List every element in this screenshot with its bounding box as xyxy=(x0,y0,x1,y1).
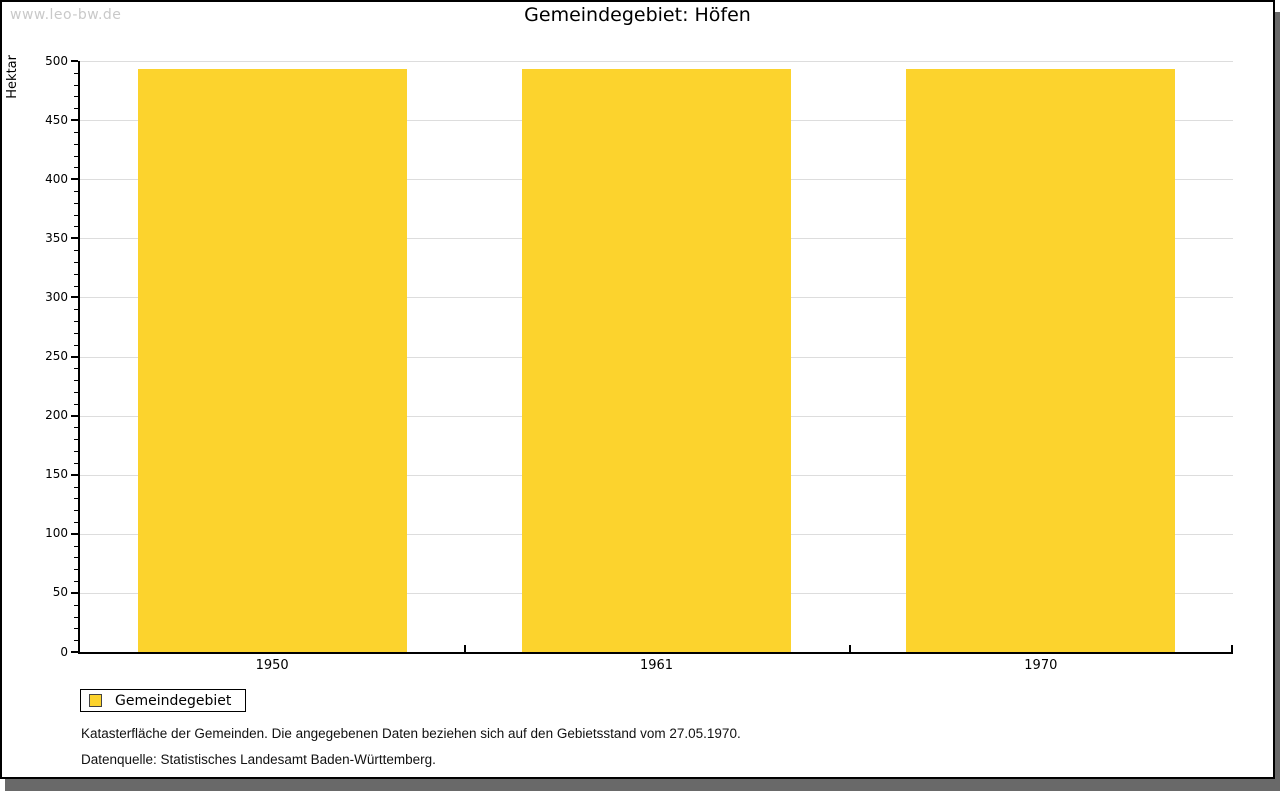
bar xyxy=(522,69,791,652)
x-axis-tick-label: 1961 xyxy=(639,658,674,673)
y-axis-minor-tick xyxy=(74,486,78,488)
gridline xyxy=(80,61,1233,62)
bar xyxy=(137,69,407,652)
y-axis-minor-tick xyxy=(74,191,78,193)
y-axis-minor-tick xyxy=(74,439,78,441)
y-axis-minor-tick xyxy=(74,250,78,252)
y-axis-major-tick xyxy=(71,119,78,122)
legend-label: Gemeindegebiet xyxy=(115,692,232,709)
chart-title: Gemeindegebiet: Höfen xyxy=(524,4,751,26)
y-axis-minor-tick xyxy=(74,202,78,204)
footnote-data-source: Datenquelle: Statistisches Landesamt Bad… xyxy=(81,752,436,767)
plot-area: 0 50 100 150 200 250 300 350 400 450 500 1950 1961 19… xyxy=(45,54,1233,673)
y-axis-minor-tick xyxy=(74,143,78,145)
y-axis-minor-tick xyxy=(74,72,78,74)
y-axis-tick-label: 250 xyxy=(45,349,68,363)
y-axis-minor-tick xyxy=(74,557,78,559)
y-axis-minor-tick xyxy=(74,462,78,464)
watermark: www.leo-bw.de xyxy=(10,7,122,23)
y-axis-minor-tick xyxy=(74,84,78,86)
y-axis-minor-tick xyxy=(74,167,78,169)
y-axis-minor-tick xyxy=(74,261,78,263)
y-axis-minor-tick xyxy=(74,285,78,287)
y-axis-minor-tick xyxy=(74,545,78,547)
y-axis-minor-tick xyxy=(74,403,78,405)
y-axis-minor-tick xyxy=(74,521,78,523)
legend-swatch-icon xyxy=(89,694,102,707)
y-axis-minor-tick xyxy=(74,604,78,606)
y-axis-tick-label: 350 xyxy=(45,230,68,245)
y-axis-minor-tick xyxy=(74,155,78,157)
y-axis-major-tick xyxy=(71,473,78,476)
y-axis-minor-tick xyxy=(74,344,78,346)
y-axis-major-tick xyxy=(71,355,78,358)
y-axis-minor-tick xyxy=(74,321,78,323)
y-axis-major-tick xyxy=(71,414,78,417)
y-axis-major-tick xyxy=(71,651,78,653)
y-axis-minor-tick xyxy=(74,380,78,382)
y-axis-minor-tick xyxy=(74,391,78,393)
bar xyxy=(906,69,1176,652)
footnote-source-note: Katasterfläche der Gemeinden. Die angege… xyxy=(81,726,741,741)
y-axis-major-tick xyxy=(71,60,78,62)
y-axis-minor-tick xyxy=(74,510,78,512)
legend: Gemeindegebiet xyxy=(80,689,247,712)
y-axis-major-tick xyxy=(71,178,78,181)
y-axis-minor-tick xyxy=(74,451,78,453)
y-axis-minor-tick xyxy=(74,131,78,133)
x-axis-tick-label: 1950 xyxy=(255,658,289,673)
y-axis-minor-tick xyxy=(74,96,78,98)
y-axis-tick-label: 50 xyxy=(52,585,68,600)
y-axis-tick-label: 500 xyxy=(45,53,68,68)
y-axis-minor-tick xyxy=(74,628,78,630)
y-axis-minor-tick xyxy=(74,273,78,275)
y-axis-minor-tick xyxy=(74,498,78,500)
y-axis-tick-label: 200 xyxy=(45,408,68,423)
y-axis-tick-label: 150 xyxy=(45,467,68,482)
y-axis-minor-tick xyxy=(74,427,78,429)
y-axis-major-tick xyxy=(71,296,78,299)
y-axis-minor-tick xyxy=(74,108,78,110)
y-axis-major-tick xyxy=(71,532,78,535)
y-axis-minor-tick xyxy=(74,214,78,216)
y-axis-minor-tick xyxy=(74,368,78,370)
y-axis-tick-label: 0 xyxy=(60,644,68,659)
x-axis-tick xyxy=(1231,645,1233,652)
y-axis-major-tick xyxy=(71,237,78,240)
y-axis-minor-tick xyxy=(74,309,78,311)
y-axis-tick-label: 400 xyxy=(45,171,68,186)
y-axis-major-tick xyxy=(71,591,78,594)
y-axis-minor-tick xyxy=(74,616,78,618)
x-axis-tick xyxy=(464,645,467,652)
y-axis-minor-tick xyxy=(74,226,78,228)
y-axis-tick-label: 450 xyxy=(45,112,68,127)
y-axis-minor-tick xyxy=(74,332,78,334)
y-axis-minor-tick xyxy=(74,581,78,583)
y-axis-minor-tick xyxy=(74,640,78,642)
y-axis-minor-tick xyxy=(74,569,78,571)
x-axis-tick-label: 1970 xyxy=(1024,658,1058,673)
y-axis-tick-label: 100 xyxy=(45,526,68,541)
y-axis-tick-label: 300 xyxy=(45,289,68,304)
x-axis-tick xyxy=(848,645,851,652)
